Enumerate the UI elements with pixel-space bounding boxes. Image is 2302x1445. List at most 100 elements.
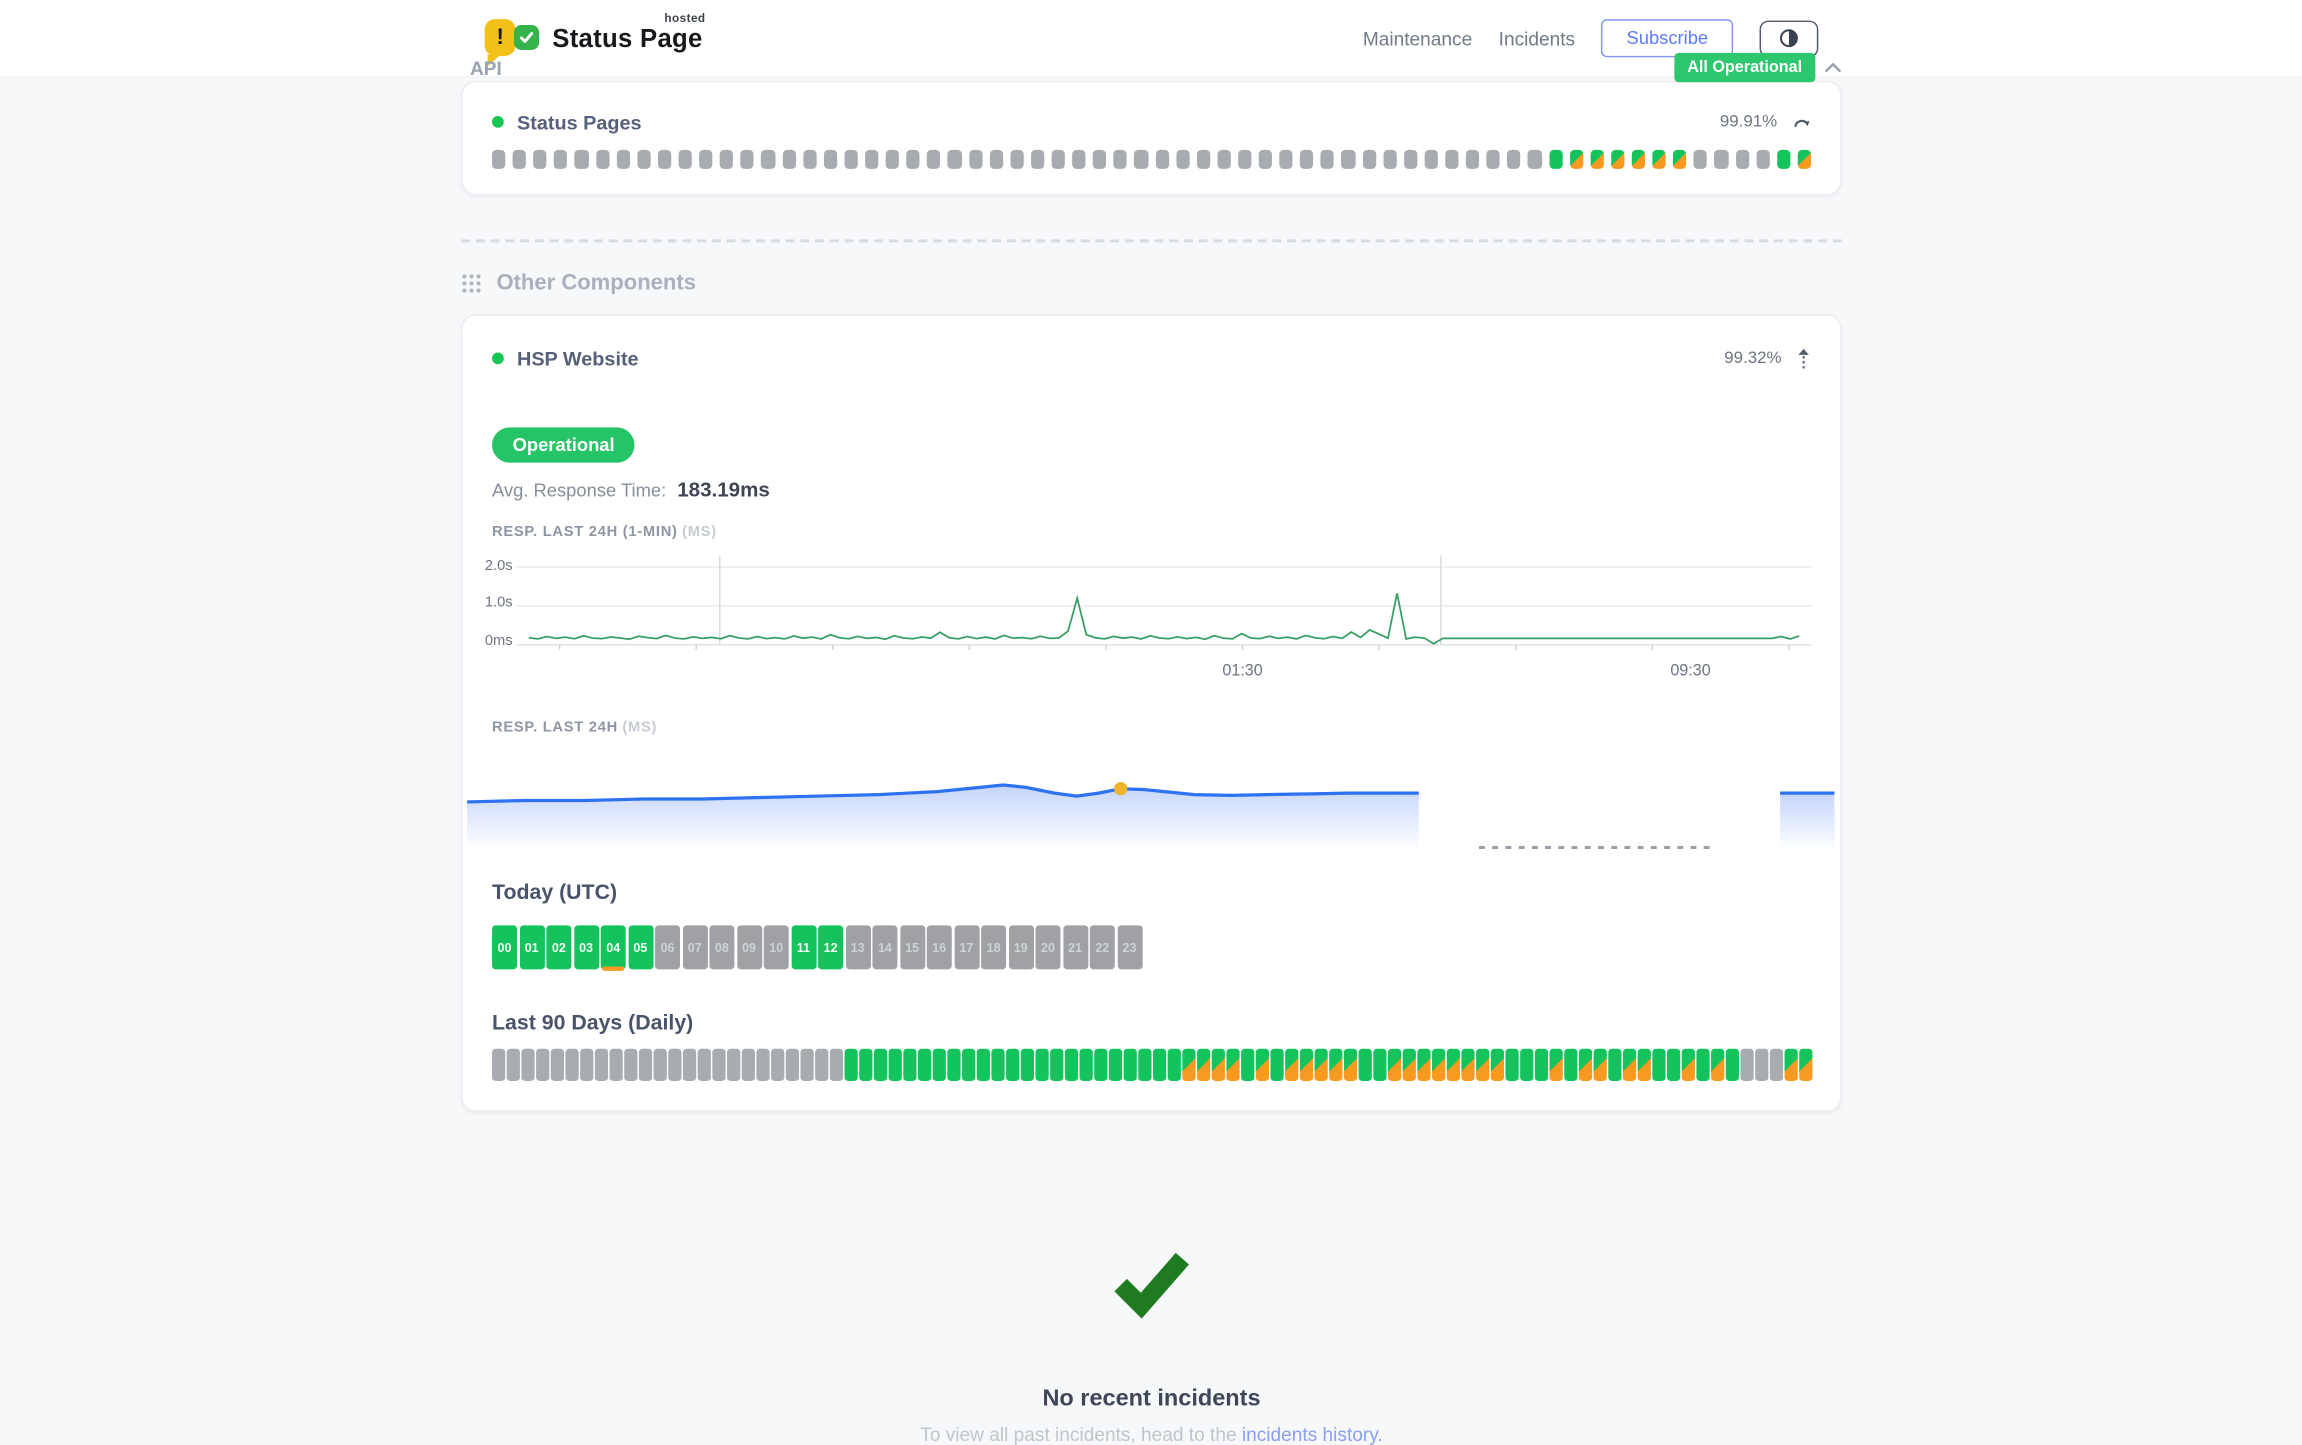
scroll-to-top-button[interactable] [1796,347,1811,369]
uptime-bar-deg[interactable] [1255,1048,1269,1081]
hour-block-07[interactable]: 07 [682,925,708,970]
theme-toggle-button[interactable] [1759,19,1819,57]
uptime-bar-na[interactable] [1010,149,1024,169]
uptime-bar-na[interactable] [719,149,734,169]
uptime-bar-na[interactable] [927,149,941,169]
uptime-bar-up[interactable] [888,1048,902,1081]
today-hour-blocks[interactable]: 00 01 02 03 04 05 06 07 08 09 10 11 12 13 14 15 16 17 18 19… [492,925,1811,971]
uptime-bar-up[interactable] [1064,1048,1078,1081]
uptime-bar-up[interactable] [1094,1048,1107,1081]
hour-block-08[interactable]: 08 [709,925,735,970]
uptime-bar-up[interactable] [1006,1048,1019,1081]
uptime-bar-up[interactable] [1608,1048,1621,1081]
uptime-bar-na[interactable] [1362,149,1376,169]
uptime-bar-deg[interactable] [1611,149,1625,169]
uptime-bar-deg[interactable] [1578,1048,1592,1081]
uptime-bar-deg[interactable] [1314,1048,1328,1081]
nav-link-incidents[interactable]: Incidents [1498,27,1576,50]
uptime-bar-na[interactable] [550,1048,564,1081]
brand-logo[interactable]: ! Status Page hosted [484,11,705,66]
uptime-bar-deg[interactable] [1569,149,1584,169]
uptime-bar-up[interactable] [1079,1048,1093,1081]
uptime-bar-na[interactable] [761,149,775,169]
hour-block-15[interactable]: 15 [899,925,925,970]
uptime-bar-deg[interactable] [1285,1048,1298,1081]
uptime-bar-na[interactable] [682,1048,696,1081]
uptime-bar-na[interactable] [624,1048,637,1081]
uptime-bar-na[interactable] [1735,149,1749,169]
uptime-bar-deg[interactable] [1446,1048,1460,1081]
uptime-bar-na[interactable] [1341,149,1356,169]
uptime-bar-up[interactable] [1776,149,1791,169]
uptime-bar-deg[interactable] [1673,149,1687,169]
uptime-bar-up[interactable] [859,1048,872,1081]
response-line-chart[interactable] [517,555,1811,650]
uptime-bar-up[interactable] [1358,1048,1372,1081]
uptime-bar-up[interactable] [1725,1048,1739,1081]
uptime-bar-na[interactable] [492,149,506,169]
uptime-bar-na[interactable] [823,149,837,169]
uptime-bar-na[interactable] [1403,149,1418,169]
uptime-bar-na[interactable] [638,1048,652,1081]
uptime-bar-up[interactable] [1270,1048,1283,1081]
uptime-bar-deg[interactable] [1432,1048,1445,1081]
uptime-bar-na[interactable] [1279,149,1293,169]
uptime-bar-na[interactable] [782,149,796,169]
hour-block-00[interactable]: 00 [492,925,517,970]
uptime-bar-na[interactable] [653,1048,667,1081]
uptime-bar-deg[interactable] [1417,1048,1430,1081]
uptime-bar-na[interactable] [906,149,920,169]
uptime-bar-na[interactable] [1320,149,1335,169]
status-pages-uptime-bars[interactable] [492,149,1811,169]
uptime-bar-na[interactable] [1383,149,1397,169]
uptime-bar-up[interactable] [903,1048,916,1081]
hour-block-13[interactable]: 13 [845,925,871,970]
uptime-bar-na[interactable] [1424,149,1438,169]
uptime-bar-deg[interactable] [1711,1048,1724,1081]
uptime-bar-na[interactable] [506,1048,520,1081]
uptime-bar-na[interactable] [815,1048,828,1081]
hour-block-05[interactable]: 05 [627,925,653,970]
uptime-bar-na[interactable] [616,149,630,169]
uptime-bar-na[interactable] [1714,149,1729,169]
uptime-bar-na[interactable] [800,1048,813,1081]
uptime-bar-na[interactable] [697,1048,711,1081]
uptime-bar-na[interactable] [580,1048,593,1081]
uptime-bar-na[interactable] [594,1048,608,1081]
uptime-bar-na[interactable] [1466,149,1480,169]
uptime-bar-na[interactable] [574,149,589,169]
uptime-bar-up[interactable] [932,1048,946,1081]
uptime-bar-na[interactable] [771,1048,784,1081]
uptime-bar-deg[interactable] [1402,1048,1416,1081]
uptime-bar-na[interactable] [533,149,547,169]
response-area-chart[interactable] [467,751,1836,851]
hour-block-11[interactable]: 11 [790,925,816,970]
uptime-bar-na[interactable] [1217,149,1231,169]
uptime-bar-na[interactable] [844,149,858,169]
uptime-bar-na[interactable] [1093,149,1107,169]
uptime-bar-deg[interactable] [1182,1048,1195,1081]
hour-block-22[interactable]: 22 [1089,925,1115,970]
hour-block-12[interactable]: 12 [818,925,844,970]
hour-block-18[interactable]: 18 [981,925,1007,970]
uptime-bar-na[interactable] [727,1048,740,1081]
uptime-bar-na[interactable] [1051,149,1065,169]
uptime-bar-up[interactable] [1534,1048,1548,1081]
hour-block-09[interactable]: 09 [736,925,762,970]
incidents-history-link[interactable]: incidents history. [1241,1423,1383,1445]
uptime-bar-deg[interactable] [1784,1048,1798,1081]
uptime-bar-na[interactable] [1769,1048,1783,1081]
uptime-bar-na[interactable] [1113,149,1128,169]
uptime-bar-na[interactable] [637,149,651,169]
uptime-bar-up[interactable] [947,1048,960,1081]
refresh-button[interactable] [1792,112,1811,131]
uptime-bar-up[interactable] [1152,1048,1166,1081]
uptime-bar-na[interactable] [1755,1048,1768,1081]
uptime-bar-na[interactable] [1072,149,1086,169]
uptime-bar-na[interactable] [865,149,879,169]
uptime-bar-up[interactable] [1138,1048,1151,1081]
uptime-bar-deg[interactable] [1631,149,1646,169]
last90-daily-bars[interactable] [492,1048,1812,1081]
uptime-bar-na[interactable] [712,1048,725,1081]
uptime-bar-deg[interactable] [1211,1048,1225,1081]
